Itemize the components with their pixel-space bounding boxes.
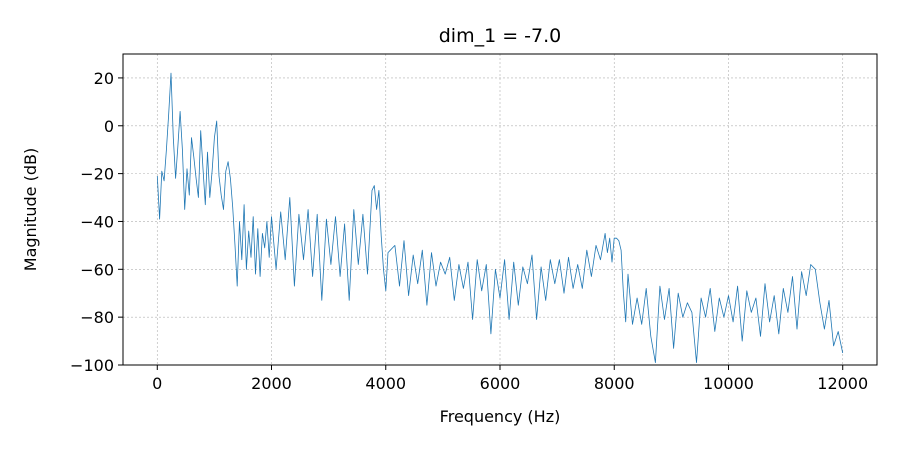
x-axis-label: Frequency (Hz) <box>440 407 561 426</box>
x-tick-label: 10000 <box>703 374 754 393</box>
x-tick-label: 12000 <box>817 374 868 393</box>
y-axis-label: Magnitude (dB) <box>21 148 40 271</box>
y-tick-label: 20 <box>94 69 114 88</box>
chart-title: dim_1 = -7.0 <box>439 25 562 47</box>
y-tick-label: −20 <box>80 165 114 184</box>
x-tick-label: 4000 <box>365 374 406 393</box>
series-layer <box>156 72 844 364</box>
y-tick-label: −100 <box>70 356 114 375</box>
y-tick-label: 0 <box>104 117 114 136</box>
y-tick-label: −80 <box>80 308 114 327</box>
x-tick-label: 0 <box>152 374 162 393</box>
y-tick-label: −40 <box>80 212 114 231</box>
x-tick-label: 2000 <box>251 374 292 393</box>
series-line <box>156 72 844 364</box>
y-tick-label: −60 <box>80 260 114 279</box>
x-tick-label: 8000 <box>594 374 635 393</box>
ticks: 0 2000 4000 6000 8000 10000 12000 20 0 −20 −40 −60 −… <box>70 69 868 393</box>
x-tick-label: 6000 <box>480 374 521 393</box>
grid <box>123 54 877 366</box>
